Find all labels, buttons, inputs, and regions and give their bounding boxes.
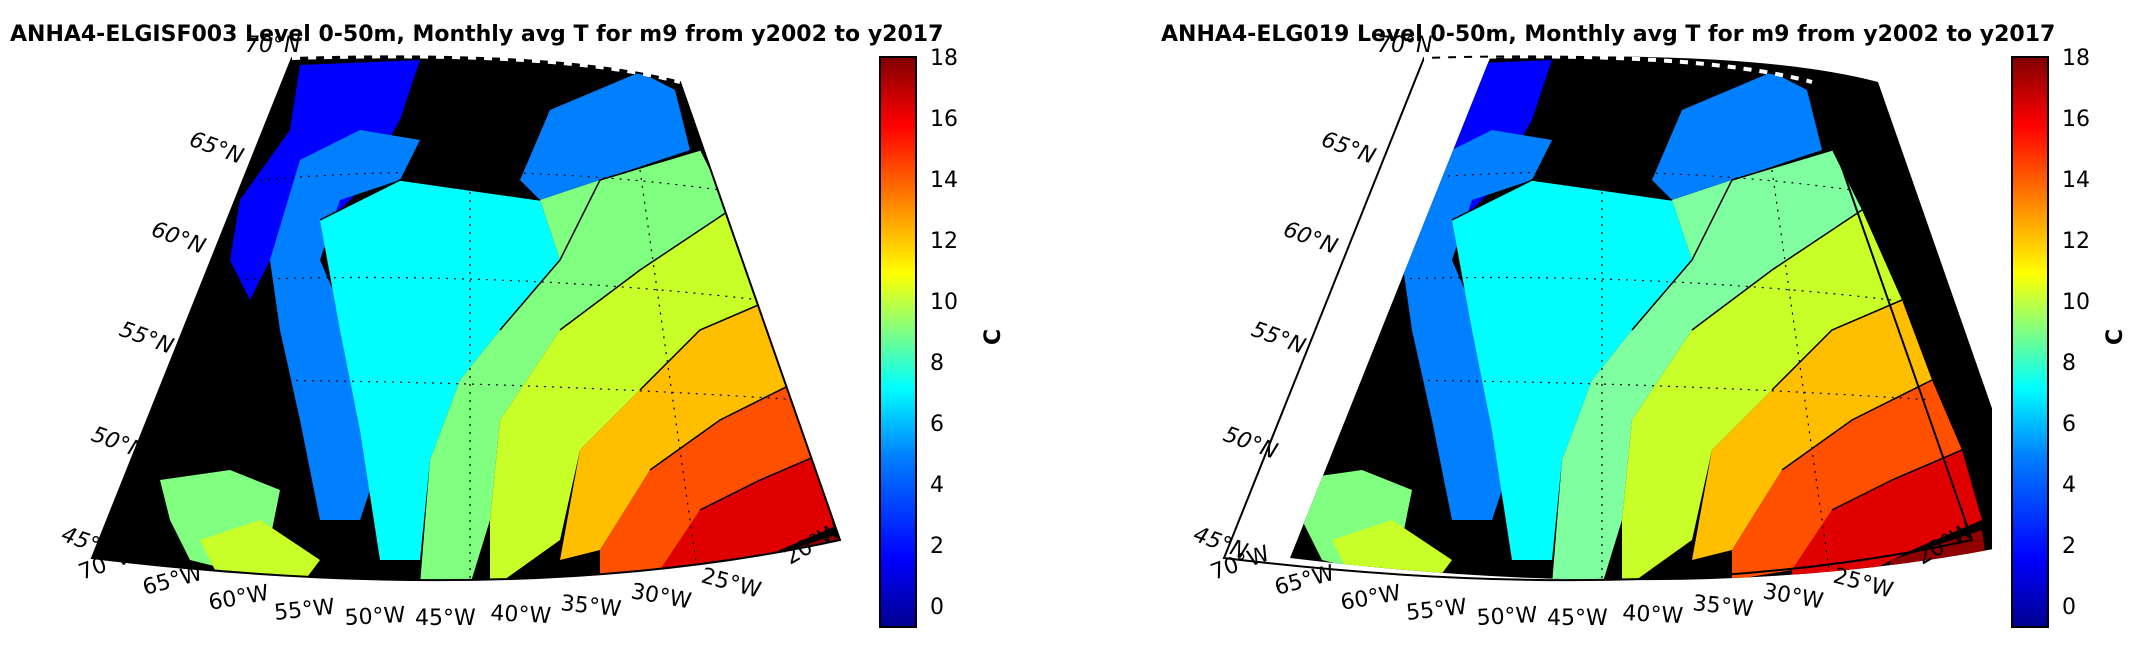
- map-title: ANHA4-ELG019 Level 0-50m, Monthly avg T …: [1161, 22, 2056, 47]
- eastern-warm-water: [560, 300, 800, 560]
- colorbar-tick-label: 10: [2062, 290, 2090, 315]
- lat-label: 60°N: [148, 217, 209, 259]
- colorbar-tick-label: 14: [930, 168, 958, 193]
- greenland-coast-water: [520, 72, 690, 200]
- lat-label: 55°N: [116, 317, 177, 359]
- eastern-warm-water: [1692, 300, 1932, 560]
- lon-label: 25°W: [698, 564, 763, 604]
- colorbar-unit-label: C: [2103, 329, 2128, 345]
- colorbar-tick-label: 12: [2062, 229, 2090, 254]
- lat-label: 70°N: [1377, 33, 1432, 58]
- lon-label: 60°W: [207, 581, 271, 616]
- colorbar-tick-label: 8: [2062, 351, 2076, 376]
- colorbar-tick-label: 4: [2062, 473, 2076, 498]
- colorbar-tick-label: 8: [930, 351, 944, 376]
- colorbar-tick-label: 6: [2062, 412, 2076, 437]
- map-frame: [90, 55, 842, 582]
- lon-label: 30°W: [629, 579, 693, 614]
- greenland-coast-water: [1652, 72, 1822, 200]
- colorbar-tick-label: 0: [930, 595, 944, 620]
- colorbar: 18 16 14 12 10 8 6 4 2 0 C: [2011, 46, 2128, 628]
- southern-hot-water: [660, 450, 840, 581]
- map-frame: [1222, 55, 1974, 582]
- map-panel-1: ANHA4-ELGISF003 Level 0-50m, Monthly avg…: [10, 22, 1006, 631]
- colorbar-tick-label: 16: [930, 107, 958, 132]
- colorbar-tick-label: 14: [2062, 168, 2090, 193]
- lon-label: 60°W: [1339, 581, 1403, 616]
- map-frame-ticks: [291, 54, 681, 84]
- lat-label: 65°N: [1318, 127, 1379, 169]
- lon-label: 25°W: [1830, 564, 1895, 604]
- colorbar: 18 16 14 12 10 8 6 4 2 0 C: [879, 46, 1006, 628]
- lat-label: 55°N: [1248, 317, 1309, 359]
- lon-label: 40°W: [490, 601, 552, 629]
- lat-label: 65°N: [186, 127, 247, 169]
- lat-label: 60°N: [1280, 217, 1341, 259]
- colorbar-tick-label: 0: [2062, 595, 2076, 620]
- colorbar-tick-label: 16: [2062, 107, 2090, 132]
- colorbar-tick-label: 12: [930, 229, 958, 254]
- labrador-sea-water: [1452, 180, 1692, 560]
- map-frame-ticks: [1423, 54, 1813, 84]
- map-figure: 70°N 65°N 60°N 55°N 50°N 45°N 70°W 65°W …: [58, 33, 1006, 631]
- lon-label: 45°W: [415, 606, 476, 631]
- colorbar-tick-label: 4: [930, 473, 944, 498]
- lon-label: 35°W: [1691, 591, 1754, 622]
- lon-label: 40°W: [1622, 601, 1684, 629]
- colorbar-tick-label: 18: [930, 46, 958, 71]
- lon-label: 35°W: [559, 591, 622, 622]
- lat-label: 50°N: [88, 422, 149, 464]
- lat-label: 50°N: [1220, 422, 1281, 464]
- colorbar-unit-label: C: [981, 329, 1006, 345]
- map-area: [1290, 56, 1992, 581]
- colorbar-tick-label: 10: [930, 290, 958, 315]
- colorbar-tick-label: 6: [930, 412, 944, 437]
- colorbar-tick-label: 2: [2062, 534, 2076, 559]
- labrador-sea-water: [320, 180, 560, 560]
- lon-label: 50°W: [1476, 603, 1538, 631]
- lon-label: 45°W: [1547, 606, 1608, 631]
- map-panel-2: ANHA4-ELG019 Level 0-50m, Monthly avg T …: [1066, 0, 2132, 666]
- colorbar-tick-label: 18: [2062, 46, 2090, 71]
- lon-label: 50°W: [344, 603, 406, 631]
- map-figure: 70°N 65°N 60°N 55°N 50°N 45°N 70°W 65°W …: [1190, 33, 2128, 631]
- map-area: [92, 56, 840, 581]
- lon-label: 55°W: [273, 595, 336, 626]
- southeast-hot-water: [600, 380, 830, 580]
- southern-hot-water: [1792, 450, 1982, 581]
- colorbar-tick-label: 2: [930, 534, 944, 559]
- lon-label: 55°W: [1405, 595, 1468, 626]
- lon-label: 30°W: [1761, 579, 1825, 614]
- lat-label: 70°N: [245, 33, 300, 58]
- southeast-hot-water: [1732, 380, 1962, 580]
- map-title: ANHA4-ELGISF003 Level 0-50m, Monthly avg…: [10, 22, 944, 47]
